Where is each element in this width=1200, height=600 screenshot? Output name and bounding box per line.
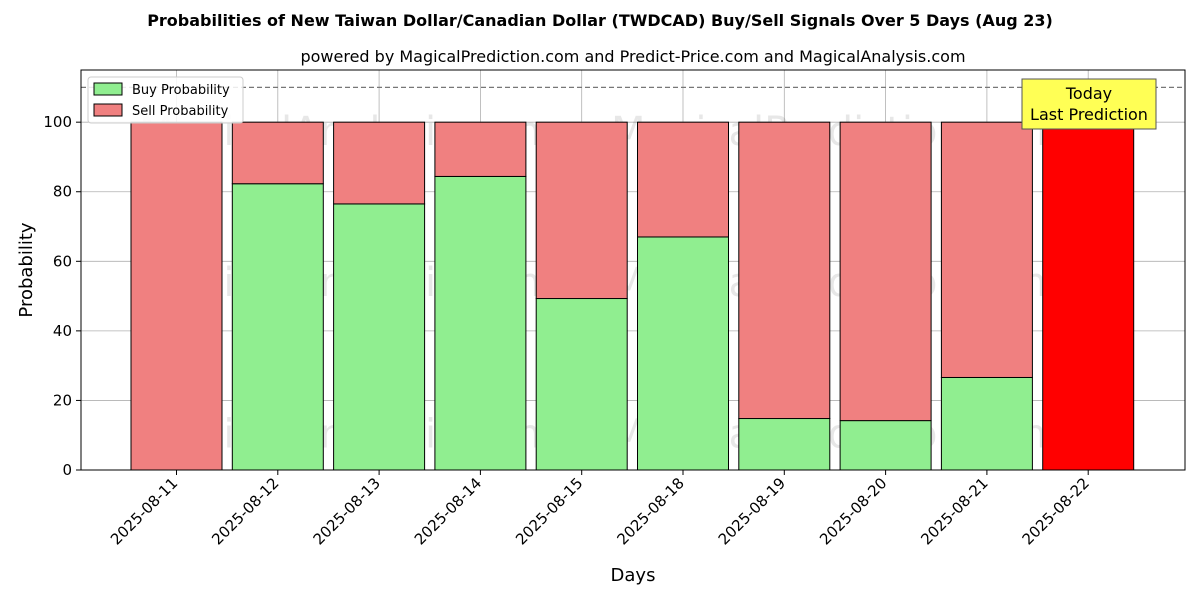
chart-title: Probabilities of New Taiwan Dollar/Canad… <box>147 11 1053 30</box>
x-tick-label: 2025-08-12 <box>208 474 282 548</box>
legend-label-sell: Sell Probability <box>132 104 229 119</box>
x-tick-label: 2025-08-22 <box>1019 474 1093 548</box>
x-tick-label: 2025-08-18 <box>613 474 687 548</box>
x-tick-label: 2025-08-20 <box>816 474 890 548</box>
y-tick-label: 80 <box>53 183 72 201</box>
y-tick-label: 40 <box>53 322 72 340</box>
sell-bar <box>333 121 426 205</box>
sell-bar <box>940 121 1033 378</box>
y-tick-label: 20 <box>53 391 72 409</box>
x-axis-label: Days <box>611 565 656 586</box>
x-tick-label: 2025-08-15 <box>512 474 586 548</box>
y-tick-label: 100 <box>43 113 72 131</box>
sell-bar <box>839 121 932 422</box>
x-tick-label: 2025-08-13 <box>310 474 384 548</box>
buy-bar <box>231 183 324 471</box>
buy-bar <box>940 376 1033 471</box>
sell-bar <box>535 121 628 300</box>
y-tick-label: 0 <box>62 461 72 479</box>
axes-frame <box>80 69 1186 471</box>
buy-bar <box>333 203 426 471</box>
today-annotation: Today Last Prediction <box>1021 78 1157 130</box>
sell-bar <box>1042 121 1135 471</box>
sell-bar <box>231 121 324 185</box>
sell-bar <box>637 121 729 238</box>
sell-bar <box>738 121 831 420</box>
buy-bar <box>535 298 628 471</box>
y-tick-label: 60 <box>53 252 72 270</box>
x-tick-label: 2025-08-19 <box>715 474 789 548</box>
legend-label-buy: Buy Probability <box>132 83 230 98</box>
x-tick-label: 2025-08-11 <box>107 474 181 548</box>
legend-swatch-buy <box>93 82 123 96</box>
legend-swatch-sell <box>93 103 123 117</box>
sell-bar <box>130 121 223 471</box>
annotation-box <box>1021 78 1157 130</box>
buy-bar <box>839 420 932 471</box>
annotation-text: Today <box>1065 84 1112 103</box>
annotation-text: Last Prediction <box>1030 105 1148 124</box>
legend: Buy Probability Sell Probability <box>87 76 244 124</box>
buy-bar <box>738 418 831 471</box>
buy-bar <box>637 236 729 471</box>
chart-subtitle: powered by MagicalPrediction.com and Pre… <box>300 47 965 66</box>
sell-bar <box>434 121 527 177</box>
x-tick-label: 2025-08-14 <box>411 474 485 548</box>
buy-bar <box>434 175 527 471</box>
x-tick-label: 2025-08-21 <box>917 474 991 548</box>
y-axis-label: Probability <box>16 222 37 317</box>
legend-box <box>87 76 244 124</box>
plot-area: MagicalAnalysis.comMagicalPrediction.com… <box>16 69 1186 586</box>
